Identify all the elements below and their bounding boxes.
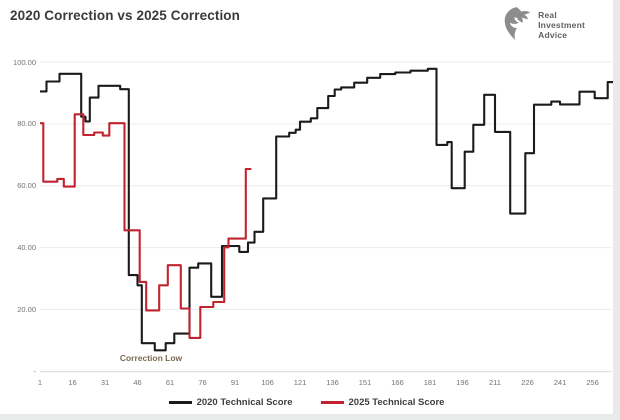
- y-tick-label: 20.00: [17, 304, 36, 314]
- x-tick-label: 46: [133, 378, 142, 387]
- x-tick-label: 121: [293, 378, 307, 387]
- chart-card: 2020 Correction vs 2025 Correction Real …: [0, 0, 613, 414]
- x-tick-label: 136: [326, 378, 339, 387]
- x-tick-label: 166: [391, 378, 404, 387]
- x-tick-label: 1: [37, 378, 43, 387]
- logo-line-3: Advice: [538, 30, 568, 40]
- legend-item-2020: 2020 Technical Score: [168, 397, 293, 408]
- brand-logo-text: Real Investment Advice: [538, 6, 585, 40]
- legend-label-2025: 2025 Technical Score: [348, 397, 445, 408]
- chart-title: 2020 Correction vs 2025 Correction: [10, 8, 240, 23]
- x-tick-label: 16: [68, 378, 77, 387]
- x-tick-label: 256: [586, 378, 599, 387]
- x-tick-label: 91: [230, 378, 240, 387]
- correction-low-annotation: Correction Low: [119, 353, 183, 363]
- y-tick-label: 100.00: [13, 57, 36, 67]
- x-tick-label: 61: [165, 378, 175, 387]
- x-tick-label: 76: [198, 378, 207, 387]
- logo-line-2: Investment: [538, 20, 585, 30]
- y-tick-label: -: [33, 366, 37, 376]
- y-tick-label: 80.00: [17, 119, 36, 129]
- x-tick-label: 181: [423, 378, 437, 387]
- x-tick-label: 211: [489, 378, 501, 387]
- x-tick-label: 196: [456, 378, 469, 387]
- y-tick-label: 60.00: [17, 181, 36, 191]
- eagle-logo-icon: [504, 7, 531, 40]
- x-tick-label: 31: [100, 378, 110, 387]
- chart-legend: 2020 Technical Score 2025 Technical Scor…: [0, 397, 613, 408]
- x-tick-label: 241: [553, 378, 567, 387]
- logo-line-1: Real: [538, 10, 557, 20]
- series-line-2025-technical-score: [40, 113, 252, 339]
- series-line-2020-technical-score: [40, 67, 613, 352]
- legend-item-2025: 2025 Technical Score: [320, 397, 445, 408]
- plot-area: [40, 61, 613, 373]
- legend-swatch-2025: [320, 401, 344, 404]
- x-tick-label: 151: [358, 378, 372, 387]
- legend-swatch-2020: [168, 401, 192, 404]
- y-tick-label: 40.00: [17, 243, 36, 253]
- x-tick-label: 106: [261, 378, 274, 387]
- legend-label-2020: 2020 Technical Score: [196, 397, 293, 408]
- x-tick-label: 226: [521, 378, 534, 387]
- brand-logo: Real Investment Advice: [502, 6, 585, 42]
